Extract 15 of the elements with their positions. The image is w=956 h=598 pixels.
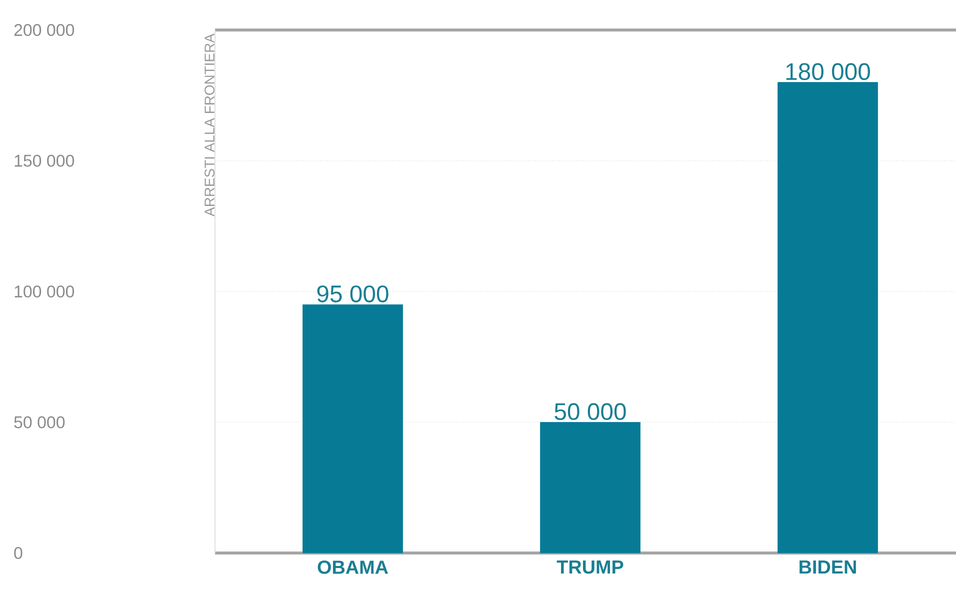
data-label: 95 000 bbox=[317, 285, 388, 302]
y-tick-label: 200 000 bbox=[14, 24, 74, 36]
data-label: 180 000 bbox=[786, 63, 870, 80]
x-tick-label: TRUMP bbox=[556, 560, 624, 574]
x-tick-label: BIDEN bbox=[800, 560, 856, 574]
y-tick-label: 50 000 bbox=[14, 416, 65, 428]
data-label: 50 000 bbox=[554, 403, 626, 420]
y-tick-label: 150 000 bbox=[14, 154, 74, 167]
y-tick-label: 100 000 bbox=[14, 286, 74, 298]
y-axis-title: ARRESTI ALLA FRONTIERA bbox=[204, 34, 214, 216]
y-tick-label: 0 bbox=[14, 547, 22, 559]
bar bbox=[540, 422, 640, 554]
x-tick-label: OBAMA bbox=[318, 560, 388, 574]
bar bbox=[302, 304, 403, 554]
bar bbox=[778, 82, 878, 554]
